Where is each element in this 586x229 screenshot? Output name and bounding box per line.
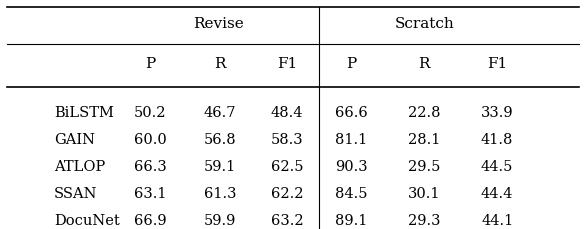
- Text: 60.0: 60.0: [134, 133, 166, 147]
- Text: Revise: Revise: [193, 17, 244, 31]
- Text: 29.3: 29.3: [408, 213, 441, 227]
- Text: 63.2: 63.2: [271, 213, 304, 227]
- Text: 90.3: 90.3: [335, 159, 367, 173]
- Text: 89.1: 89.1: [335, 213, 367, 227]
- Text: 66.3: 66.3: [134, 159, 166, 173]
- Text: DocuNet: DocuNet: [54, 213, 120, 227]
- Text: 33.9: 33.9: [481, 106, 513, 120]
- Text: 22.8: 22.8: [408, 106, 441, 120]
- Text: 56.8: 56.8: [204, 133, 236, 147]
- Text: 48.4: 48.4: [271, 106, 304, 120]
- Text: BiLSTM: BiLSTM: [54, 106, 114, 120]
- Text: 59.9: 59.9: [204, 213, 236, 227]
- Text: R: R: [214, 57, 226, 71]
- Text: 29.5: 29.5: [408, 159, 441, 173]
- Text: ATLOP: ATLOP: [54, 159, 105, 173]
- Text: 66.9: 66.9: [134, 213, 166, 227]
- Text: 30.1: 30.1: [408, 186, 441, 200]
- Text: 58.3: 58.3: [271, 133, 304, 147]
- Text: 66.6: 66.6: [335, 106, 367, 120]
- Text: 44.5: 44.5: [481, 159, 513, 173]
- Text: 84.5: 84.5: [335, 186, 367, 200]
- Text: 28.1: 28.1: [408, 133, 441, 147]
- Text: 81.1: 81.1: [335, 133, 367, 147]
- Text: 61.3: 61.3: [204, 186, 236, 200]
- Text: F1: F1: [487, 57, 507, 71]
- Text: 44.4: 44.4: [481, 186, 513, 200]
- Text: P: P: [145, 57, 155, 71]
- Text: 44.1: 44.1: [481, 213, 513, 227]
- Text: Scratch: Scratch: [394, 17, 454, 31]
- Text: 63.1: 63.1: [134, 186, 166, 200]
- Text: 62.5: 62.5: [271, 159, 304, 173]
- Text: 59.1: 59.1: [204, 159, 236, 173]
- Text: GAIN: GAIN: [54, 133, 95, 147]
- Text: 62.2: 62.2: [271, 186, 304, 200]
- Text: R: R: [418, 57, 430, 71]
- Text: SSAN: SSAN: [54, 186, 97, 200]
- Text: 46.7: 46.7: [204, 106, 236, 120]
- Text: 41.8: 41.8: [481, 133, 513, 147]
- Text: P: P: [346, 57, 356, 71]
- Text: F1: F1: [277, 57, 297, 71]
- Text: 50.2: 50.2: [134, 106, 166, 120]
